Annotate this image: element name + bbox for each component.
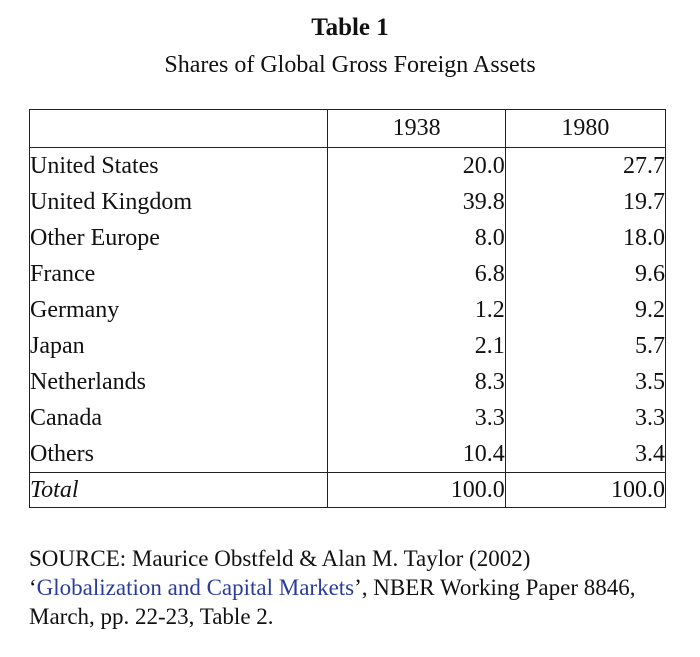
row-label: Others: [28, 436, 329, 473]
source-note: SOURCE: Maurice Obstfeld & Alan M. Taylo…: [29, 544, 689, 631]
row-label: Germany: [28, 292, 329, 328]
row-label: Japan: [28, 328, 329, 364]
table-subtitle: Shares of Global Gross Foreign Assets: [164, 52, 536, 78]
table-row: Others 10.4 3.4: [28, 436, 667, 473]
value-1980: 19.7: [504, 184, 667, 220]
table-row: Other Europe 8.0 18.0: [28, 220, 667, 256]
source-paper-title: Globalization and Capital Markets: [36, 575, 355, 600]
column-header-1980: 1980: [504, 109, 667, 148]
table-row: Netherlands 8.3 3.5: [28, 364, 667, 400]
total-1938: 100.0: [327, 472, 506, 508]
value-1980: 18.0: [504, 220, 667, 256]
total-row: Total 100.0 100.0: [28, 472, 667, 508]
value-1938: 6.8: [327, 256, 506, 292]
value-1938: 1.2: [327, 292, 506, 328]
source-line-2: ‘Globalization and Capital Markets’, NBE…: [29, 573, 689, 602]
header-row: 1938 1980: [28, 109, 667, 148]
table-row: Canada 3.3 3.3: [28, 400, 667, 436]
row-label: Other Europe: [28, 220, 329, 256]
table-title: Table 1: [311, 14, 389, 41]
value-1938: 39.8: [327, 184, 506, 220]
column-header-country: [28, 109, 329, 148]
row-label: United Kingdom: [28, 184, 329, 220]
value-1938: 3.3: [327, 400, 506, 436]
value-1980: 3.5: [504, 364, 667, 400]
table-row: Japan 2.1 5.7: [28, 328, 667, 364]
value-1938: 8.3: [327, 364, 506, 400]
value-1938: 2.1: [327, 328, 506, 364]
value-1938: 8.0: [327, 220, 506, 256]
table-row: United States 20.0 27.7: [28, 147, 667, 184]
value-1938: 20.0: [327, 147, 506, 184]
row-label: United States: [28, 147, 329, 184]
total-label: Total: [28, 472, 329, 508]
source-paper-info: ’, NBER Working Paper 8846,: [354, 575, 636, 600]
source-line-3: March, pp. 22-23, Table 2.: [29, 604, 274, 629]
column-header-1938: 1938: [327, 109, 506, 148]
source-line-1: SOURCE: Maurice Obstfeld & Alan M. Taylo…: [29, 546, 531, 571]
value-1980: 9.2: [504, 292, 667, 328]
value-1980: 9.6: [504, 256, 667, 292]
table-row: France 6.8 9.6: [28, 256, 667, 292]
row-label: France: [28, 256, 329, 292]
foreign-assets-table: 1938 1980 United States 20.0 27.7 United…: [28, 109, 667, 508]
table-row: Germany 1.2 9.2: [28, 292, 667, 328]
total-1980: 100.0: [504, 472, 667, 508]
row-label: Netherlands: [28, 364, 329, 400]
row-label: Canada: [28, 400, 329, 436]
value-1980: 27.7: [504, 147, 667, 184]
value-1938: 10.4: [327, 436, 506, 473]
value-1980: 3.4: [504, 436, 667, 473]
value-1980: 5.7: [504, 328, 667, 364]
table-row: United Kingdom 39.8 19.7: [28, 184, 667, 220]
open-quote: ‘: [29, 575, 37, 600]
value-1980: 3.3: [504, 400, 667, 436]
